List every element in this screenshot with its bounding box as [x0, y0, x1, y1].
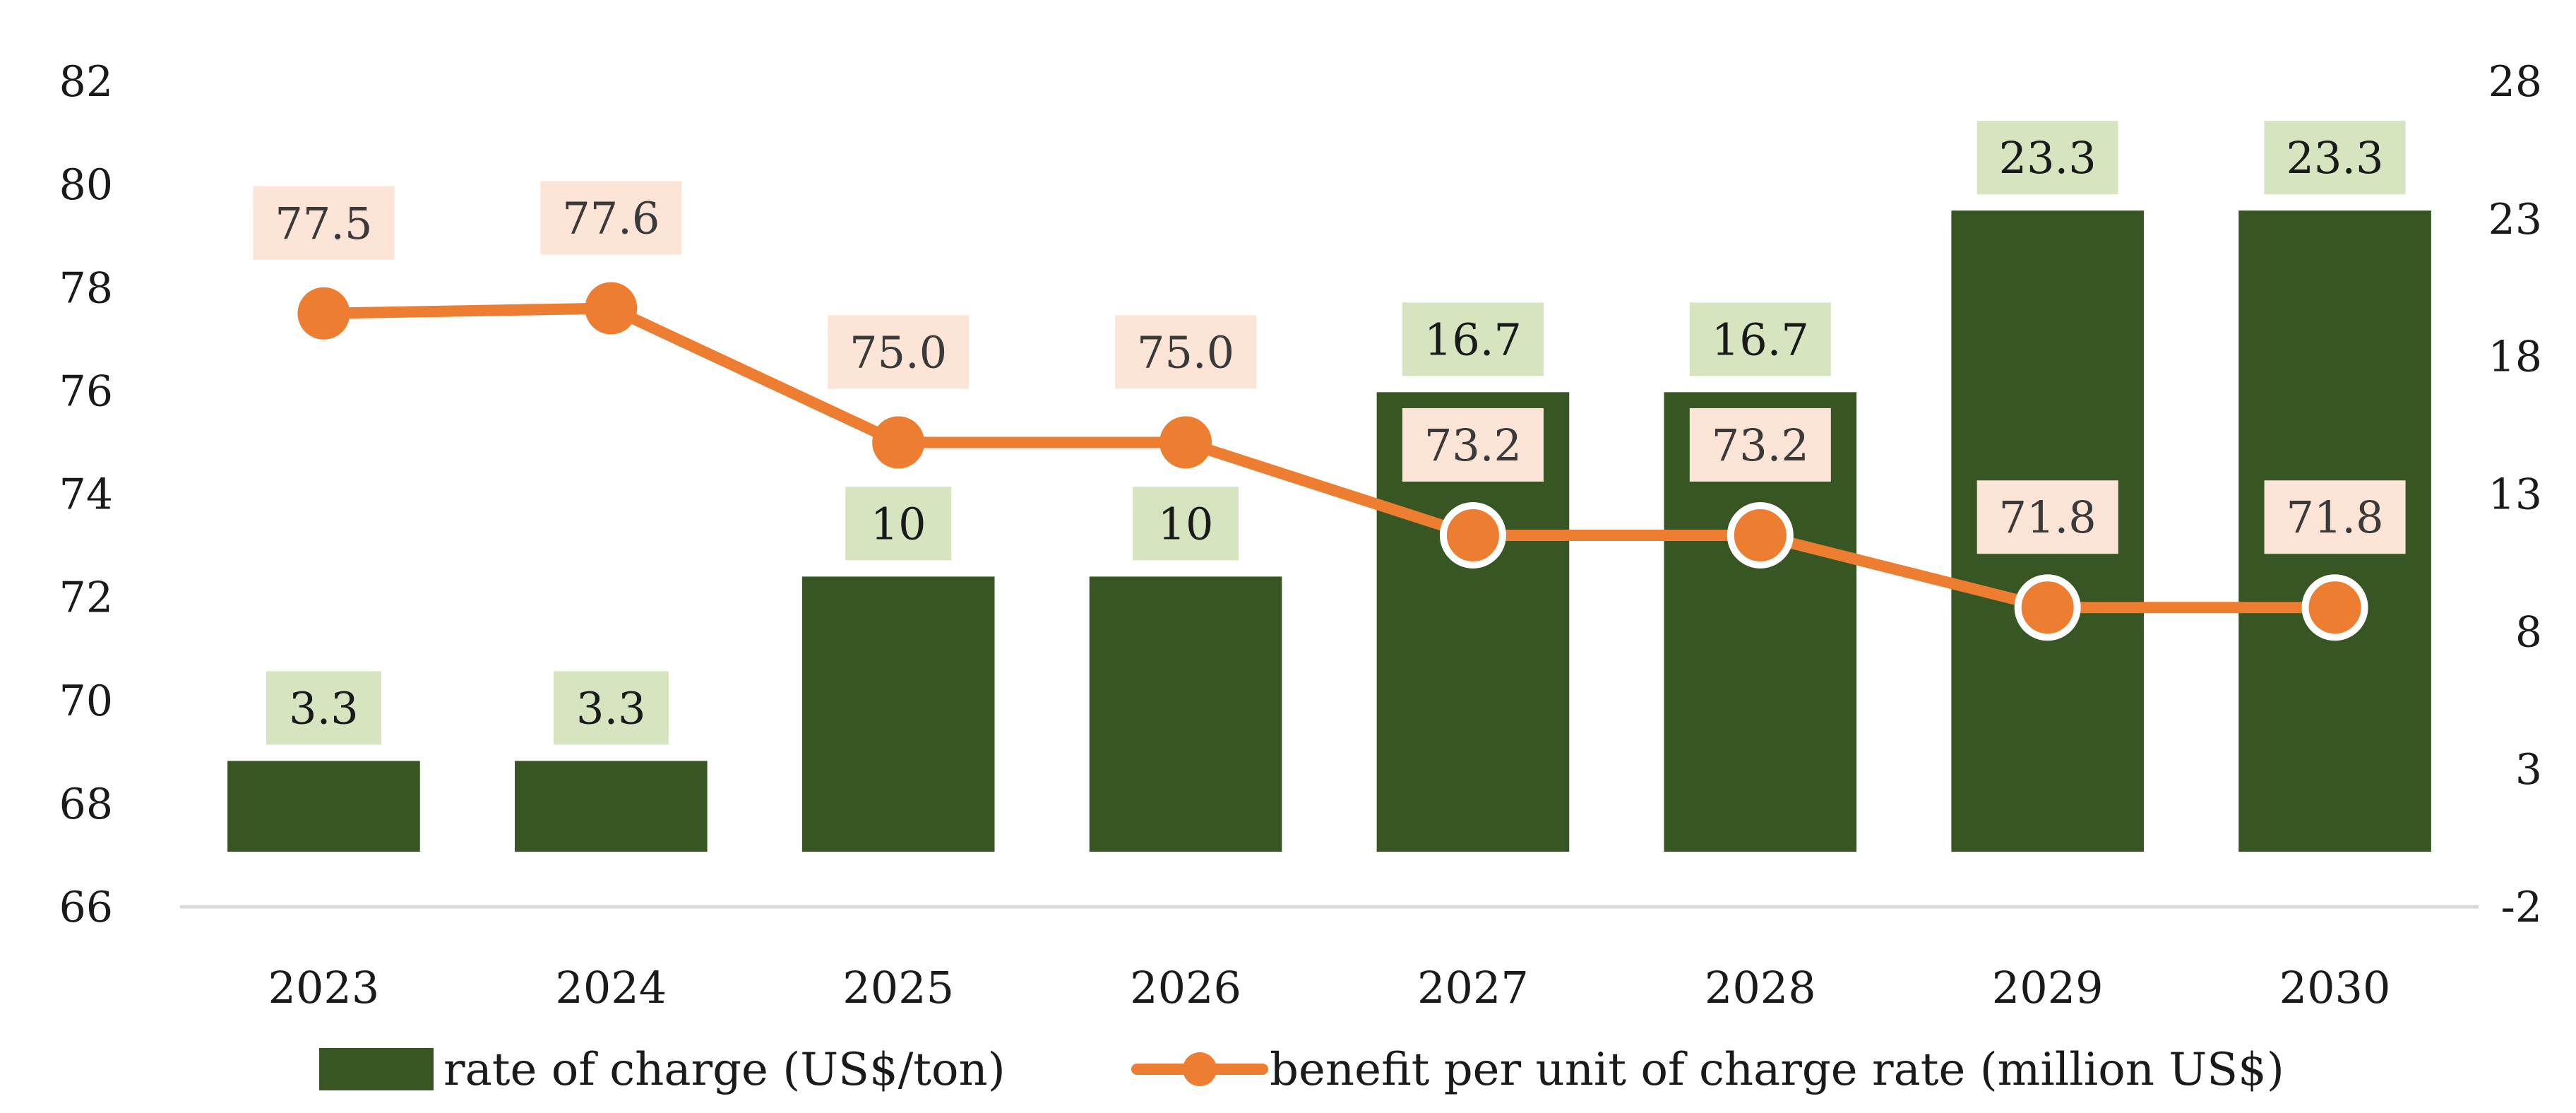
- bar-data-label-box: [845, 487, 952, 561]
- line-data-label-text: 71.8: [2286, 492, 2384, 543]
- x-axis-tick-label: 2023: [268, 962, 380, 1013]
- right-y-axis: -2 3 8 13 18 23 28: [2488, 57, 2542, 932]
- right-axis-tick-label: 3: [2515, 745, 2542, 794]
- left-axis-tick-label: 78: [59, 263, 113, 313]
- x-axis-tick-label: 2028: [1705, 962, 1816, 1013]
- line-series: 77.5 77.6 75.0 75.0 73.2 73.2 71.8 71.8: [253, 181, 2406, 641]
- bar-data-label-box: [553, 671, 669, 745]
- line-data-label-box: [540, 181, 682, 255]
- x-axis-tick-label: 2026: [1130, 962, 1241, 1013]
- bar-data-label-text: 10: [871, 498, 926, 549]
- right-axis-tick-label: 18: [2488, 333, 2542, 382]
- legend: rate of charge (US$/ton) benefit per uni…: [319, 1044, 2284, 1096]
- bar: [1089, 576, 1282, 852]
- legend-line-swatch: [1131, 1052, 1268, 1086]
- right-axis-tick-label: 13: [2488, 470, 2542, 520]
- left-axis-tick-label: 82: [59, 57, 113, 107]
- bar-data-label-text: 23.3: [2286, 132, 2384, 184]
- x-axis-tick-label: 2029: [1992, 962, 2104, 1013]
- bar-data-label: 16.7: [1689, 302, 1831, 376]
- line-data-label: 77.6: [540, 181, 682, 255]
- bar-data-label: 10: [845, 487, 952, 561]
- bar-data-label-text: 3.3: [289, 682, 359, 734]
- bar: [227, 761, 420, 852]
- bar-data-label: 10: [1133, 487, 1239, 561]
- left-axis-tick-label: 74: [59, 470, 113, 520]
- bar-data-label-text: 16.7: [1424, 314, 1522, 365]
- line-data-label-box: [1115, 315, 1257, 389]
- bar: [801, 576, 995, 852]
- x-axis-tick-label: 2025: [842, 962, 954, 1013]
- left-axis-tick-label: 70: [59, 677, 113, 726]
- line-data-label-box: [253, 186, 395, 260]
- bar-data-label-box: [1976, 121, 2118, 195]
- line-data-label-box: [828, 315, 970, 389]
- bar-data-label-text: 23.3: [1999, 132, 2097, 184]
- line-point: [585, 282, 638, 335]
- line-point: [1439, 501, 1506, 569]
- left-axis-tick-label: 72: [59, 573, 113, 623]
- bar-data-label-box: [266, 671, 381, 745]
- line-data-label-text: 75.0: [849, 326, 947, 378]
- bar-data-label-box: [1689, 302, 1831, 376]
- line-point: [1159, 416, 1212, 469]
- line-point: [1727, 501, 1794, 569]
- line-data-label-box: [1689, 407, 1831, 482]
- line-data-label: 77.5: [253, 186, 395, 260]
- x-axis-tick-label: 2030: [2279, 962, 2391, 1013]
- bar-data-label-box: [2264, 121, 2406, 195]
- legend-bar-swatch: [319, 1048, 434, 1090]
- right-axis-tick-label: -2: [2501, 883, 2542, 932]
- bar: [515, 761, 708, 852]
- legend-bar-label: rate of charge (US$/ton): [443, 1044, 1006, 1096]
- line-point: [872, 416, 925, 469]
- bar-data-label: 16.7: [1402, 302, 1544, 376]
- right-axis-tick-label: 8: [2515, 607, 2542, 657]
- line-data-label: 75.0: [828, 315, 970, 389]
- line-point: [2014, 574, 2081, 641]
- bar-data-label-text: 10: [1158, 498, 1214, 549]
- bar-series: 3.3 3.3 10 10 16.7 16.7 23.3 23.3: [227, 121, 2431, 852]
- left-axis-tick-label: 76: [59, 367, 113, 416]
- line-point: [2301, 574, 2368, 641]
- left-axis-tick-label: 68: [59, 780, 113, 829]
- line-data-label-text: 77.6: [562, 192, 660, 244]
- right-axis-tick-label: 23: [2488, 195, 2542, 244]
- right-axis-tick-label: 28: [2488, 57, 2542, 107]
- line-data-label-text: 73.2: [1712, 419, 1809, 471]
- line-data-label-text: 71.8: [1999, 492, 2097, 543]
- bar-data-label-box: [1402, 302, 1544, 376]
- bar-data-label: 3.3: [553, 671, 669, 745]
- bar-data-label: 3.3: [266, 671, 381, 745]
- bar-data-label-text: 3.3: [576, 682, 646, 734]
- x-axis-category-labels: 2023 2024 2025 2026 2027 2028 2029 2030: [268, 962, 2391, 1013]
- line-data-label: 73.2: [1402, 407, 1544, 482]
- legend-line-marker: [1183, 1052, 1217, 1086]
- line-data-label: 71.8: [2264, 480, 2406, 554]
- line-data-label-text: 73.2: [1424, 419, 1522, 471]
- line-data-label-text: 75.0: [1137, 326, 1234, 378]
- line-data-label-box: [1402, 407, 1544, 482]
- x-axis-tick-label: 2024: [555, 962, 667, 1013]
- line-path: [318, 302, 2341, 614]
- line-data-label-text: 77.5: [275, 198, 372, 249]
- left-axis-tick-label: 80: [59, 160, 113, 210]
- line-data-label: 75.0: [1115, 315, 1257, 389]
- line-data-label: 73.2: [1689, 407, 1831, 482]
- bar-data-label-box: [1133, 487, 1239, 561]
- bar-data-label: 23.3: [1976, 121, 2118, 195]
- line-data-label-box: [2264, 480, 2406, 554]
- line-data-label-box: [1976, 480, 2118, 554]
- line-point: [297, 287, 350, 340]
- left-axis-tick-label: 66: [59, 883, 113, 932]
- left-y-axis: 66 68 70 72 74 76 78 80 82: [59, 57, 113, 932]
- x-axis-tick-label: 2027: [1417, 962, 1529, 1013]
- bar-data-label: 23.3: [2264, 121, 2406, 195]
- legend-line-label: benefit per unit of charge rate (million…: [1270, 1044, 2284, 1096]
- line-data-label: 71.8: [1976, 480, 2118, 554]
- bar-data-label-text: 16.7: [1712, 314, 1809, 365]
